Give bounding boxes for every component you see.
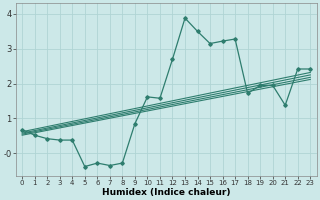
- X-axis label: Humidex (Indice chaleur): Humidex (Indice chaleur): [102, 188, 230, 197]
